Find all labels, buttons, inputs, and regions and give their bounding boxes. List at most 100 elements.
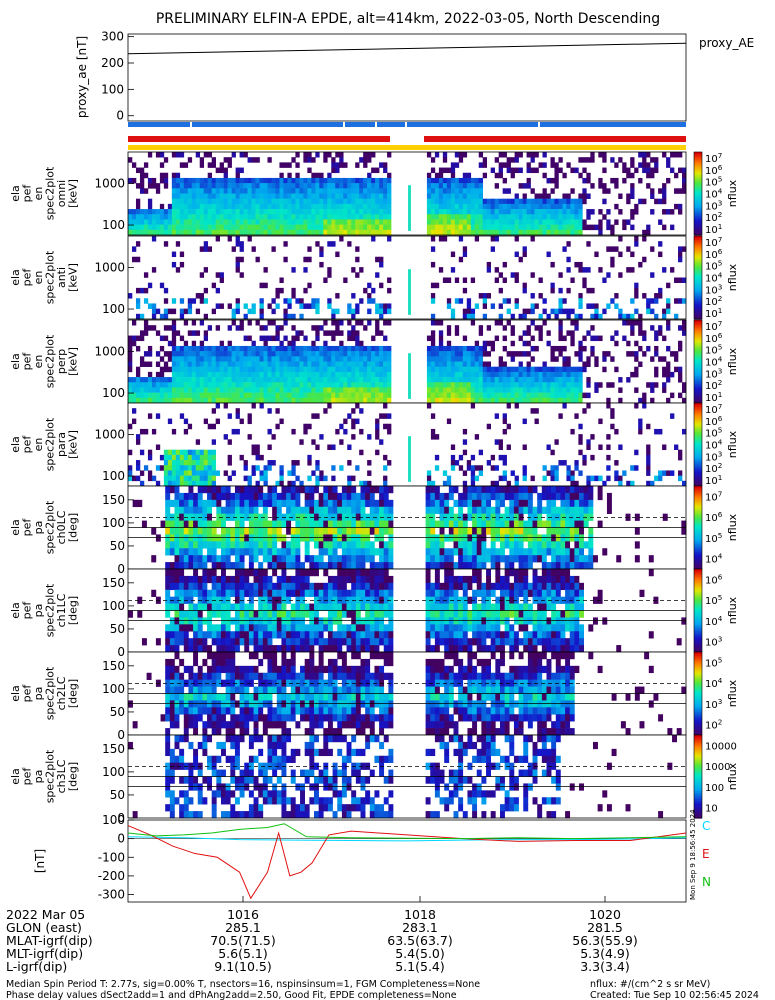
spectrogram-cell [211,308,216,315]
spectrogram-cell [359,214,364,220]
spectrogram-cell [255,361,260,367]
spectrogram-cell [379,282,384,289]
spectrogram-cell [355,418,360,425]
pitch-cell [351,548,357,556]
spectrogram-cell [135,366,141,373]
spectrogram-cell [562,214,567,220]
spectrogram-cell [151,303,157,309]
spectrogram-cell [299,371,304,378]
spectrogram-cell [594,382,599,388]
spectrogram-cell [522,397,527,404]
spectrogram-cell [195,480,201,487]
spectrogram-cell [179,214,185,220]
spectrogram-cell [155,413,161,419]
spectrogram-cell [379,308,384,315]
colorbar-swatch [694,506,702,510]
spectrogram-cell [375,382,380,388]
pitch-cell [230,506,236,514]
spectrogram-cell [231,351,236,357]
pitch-cell [183,520,189,528]
spectrogram-cell [558,219,563,225]
spectrogram-cell [450,444,456,450]
spectrogram-cell [287,172,292,179]
spectrogram-cell [442,382,448,388]
spectrogram-cell [215,387,220,393]
spectrogram-cell [131,387,137,393]
spectrogram-cell [128,209,133,215]
spectrogram-cell [199,392,205,399]
spectrogram-cell [327,303,332,309]
spectrogram-cell [574,209,579,215]
spectrogram-cell [542,172,547,179]
pitch-cell [327,486,333,494]
spectrogram-cell [291,335,296,342]
spectrogram-cell [227,177,232,184]
spectrogram-cell [478,152,484,158]
colorbar-swatch [694,294,702,297]
spectrogram-cell [259,188,264,194]
spectrogram-cell [379,219,384,225]
spectrogram-cell [319,377,324,383]
spectrogram-cell [271,229,276,236]
spectrogram-cell [510,157,515,163]
pitch-cell [197,589,203,597]
spectrogram-cell [554,387,559,393]
spectrogram-cell [351,313,356,320]
spectrogram-cell [219,377,224,383]
pitch-cell [193,603,199,611]
colorbar-swatch [694,214,702,217]
spectrogram-cell [566,287,571,294]
spectrogram-cell [291,325,296,331]
spectrogram-cell [642,229,647,236]
pitch-cell [425,492,431,501]
colorbar-swatch [694,187,702,190]
pitch-cell [272,486,278,494]
pitch-cell [425,520,431,528]
spectrogram-cell [203,193,209,199]
spectrogram-cell [534,152,539,158]
spectrogram-cell [506,320,511,326]
pitch-cell [234,555,240,563]
pitch-cell [188,548,194,556]
spectrogram-cell [231,392,236,399]
spectrogram-cell [315,397,320,404]
spectrogram-cell [430,261,436,268]
spectrogram-cell [598,313,603,320]
spectrogram-cell [199,246,205,252]
pitch-cell [221,506,226,514]
spectrogram-cell [155,152,161,158]
exponent: 5 [718,259,723,268]
spectrogram-cell [363,366,368,373]
spectrogram-cell [446,377,452,383]
colorbar-swatch [694,436,702,439]
spectrogram-cell [339,361,344,367]
spectrogram-cell [351,219,356,225]
spectrogram-cell [151,183,157,189]
pitch-cell [523,548,529,556]
spectrogram-cell [426,198,432,205]
spectrogram-cell [271,246,276,252]
spectrogram-cell [311,387,316,393]
spectrogram-cell [375,308,380,315]
pitch-cell [495,492,501,501]
colorbar-swatch [694,554,702,558]
spectrogram-cell [159,162,165,168]
spectrogram-frame [127,235,687,320]
colorbar-swatch [694,336,702,340]
colorbar-swatch [694,452,702,456]
pitch-cell [258,520,264,528]
spectrogram-cell [670,413,675,419]
spectrogram-cell [251,340,256,347]
pitch-cell [221,548,226,556]
spectrogram-cell [574,387,579,393]
pitch-cell [379,527,385,535]
spectrogram-cell [590,351,595,357]
spectrogram-cell [446,480,452,487]
pitch-cell [193,527,199,535]
pitch-cell [272,555,278,563]
spectrogram-cell [466,351,472,357]
spectrogram-cell [203,366,209,373]
spectrogram-cell [247,224,252,231]
spectrogram-cell [187,224,193,231]
